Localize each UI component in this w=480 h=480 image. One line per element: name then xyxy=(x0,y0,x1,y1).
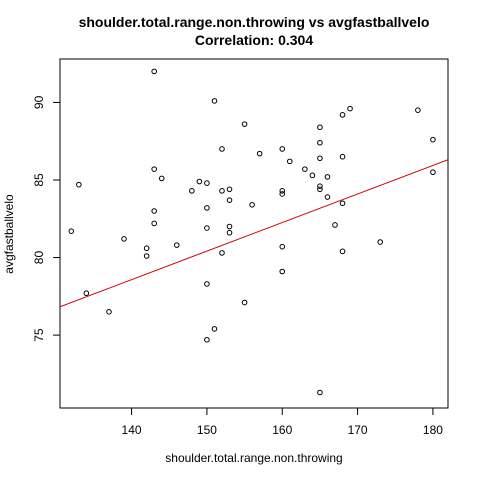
data-point xyxy=(249,202,255,208)
data-point xyxy=(317,139,323,146)
data-point xyxy=(83,290,90,297)
data-point xyxy=(219,250,225,256)
data-point xyxy=(256,150,263,157)
data-point xyxy=(151,220,157,227)
data-point xyxy=(121,236,127,242)
y-tick-label-75: 75 xyxy=(32,328,46,342)
data-point xyxy=(302,166,308,172)
data-point xyxy=(241,121,248,127)
data-point xyxy=(317,389,323,396)
data-point xyxy=(158,175,165,182)
data-point xyxy=(324,194,331,200)
x-tick-label-150: 150 xyxy=(197,423,217,437)
data-point xyxy=(339,112,346,118)
data-point xyxy=(219,188,225,194)
data-point xyxy=(430,136,436,143)
data-point xyxy=(430,169,436,176)
y-tick-label-80: 80 xyxy=(32,251,46,265)
data-point xyxy=(286,158,293,165)
y-axis-label: avgfastballvelo xyxy=(2,194,16,274)
data-point xyxy=(106,309,112,315)
data-point xyxy=(211,98,218,104)
regression-line xyxy=(60,159,448,308)
data-point xyxy=(309,172,316,179)
data-point xyxy=(226,229,233,236)
data-point xyxy=(204,205,210,211)
data-point xyxy=(196,178,203,185)
data-point xyxy=(189,188,195,194)
plot-area: 140 150 160 170 180 75 80 85 90 xyxy=(32,58,449,437)
x-tick-label-140: 140 xyxy=(122,423,142,437)
data-point xyxy=(332,222,338,228)
data-point xyxy=(226,186,233,193)
y-tick-label-85: 85 xyxy=(32,173,46,187)
data-point xyxy=(279,188,286,194)
data-point xyxy=(173,242,180,248)
data-point xyxy=(317,124,323,131)
data-point xyxy=(279,268,286,275)
x-tick-label-180: 180 xyxy=(423,423,443,437)
data-point xyxy=(347,105,353,112)
x-tick-label-160: 160 xyxy=(272,423,292,437)
data-point xyxy=(226,223,233,230)
x-axis-label: shoulder.total.range.non.throwing xyxy=(165,451,342,465)
data-point xyxy=(324,174,331,180)
chart-subtitle: Correlation: 0.304 xyxy=(195,32,313,48)
plot-frame xyxy=(59,58,449,409)
data-point xyxy=(279,146,286,152)
data-point xyxy=(219,146,225,152)
data-point xyxy=(339,153,346,160)
data-point xyxy=(204,180,210,186)
data-point xyxy=(317,186,323,193)
data-point xyxy=(204,336,210,343)
data-point xyxy=(339,200,346,207)
data-point xyxy=(68,228,75,234)
data-point xyxy=(317,183,323,189)
data-point xyxy=(317,155,323,162)
data-point xyxy=(204,281,210,287)
data-point xyxy=(151,166,157,172)
y-tick-label-90: 90 xyxy=(32,95,46,109)
data-point xyxy=(204,225,210,231)
data-point xyxy=(279,243,286,250)
data-point xyxy=(279,191,286,197)
data-point xyxy=(143,253,150,259)
data-point xyxy=(339,248,346,255)
data-point xyxy=(226,197,233,203)
data-point xyxy=(211,326,218,332)
chart-title: shoulder.total.range.non.throwing vs avg… xyxy=(79,14,430,30)
data-point xyxy=(415,107,421,113)
data-point xyxy=(151,68,157,75)
data-point xyxy=(76,181,82,188)
data-point xyxy=(241,299,248,306)
data-point xyxy=(151,208,157,214)
data-point xyxy=(377,239,383,245)
data-point xyxy=(143,245,150,252)
x-tick-label-170: 170 xyxy=(348,423,368,437)
